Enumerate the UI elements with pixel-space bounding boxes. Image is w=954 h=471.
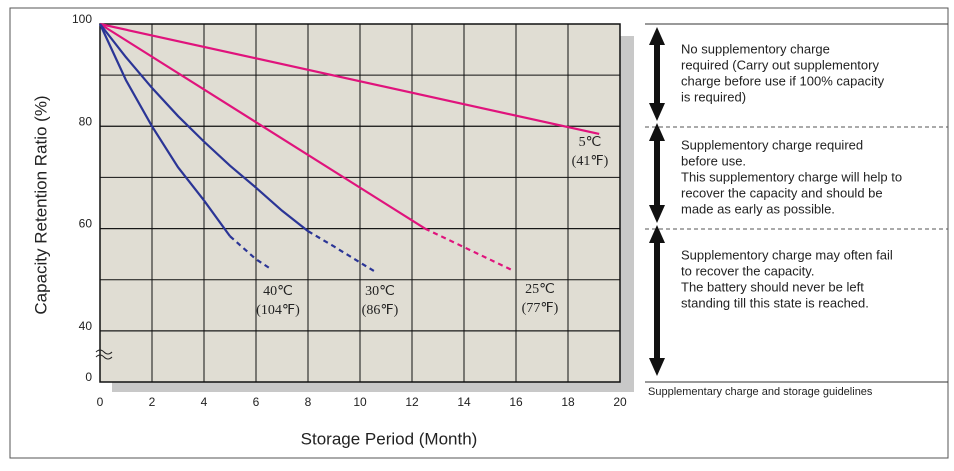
guideline-text: to recover the capacity.	[681, 263, 814, 278]
guideline-text: required (Carry out supplementory	[681, 57, 879, 72]
series-label: 5℃	[579, 135, 602, 150]
x-axis-label: Storage Period (Month)	[301, 429, 478, 448]
x-tick-label: 0	[97, 395, 104, 409]
y-tick-label: 100	[72, 12, 92, 26]
x-tick-label: 2	[149, 395, 156, 409]
y-tick-label: 80	[79, 114, 93, 128]
x-tick-label: 4	[201, 395, 208, 409]
x-tick-label: 14	[457, 395, 471, 409]
line-dashed	[424, 227, 512, 271]
guideline-text: The battery should never be left	[681, 279, 864, 294]
double-arrow	[649, 225, 665, 376]
line	[99, 23, 309, 232]
line-dashed	[229, 235, 273, 271]
line	[99, 23, 231, 237]
guideline-text: standing till this state is reached.	[681, 295, 869, 310]
line	[99, 23, 426, 230]
guideline-text: No supplementory charge	[681, 41, 830, 56]
caption: Supplementary charge and storage guideli…	[648, 386, 873, 398]
y-tick-label: 40	[79, 319, 93, 333]
series-label: 25℃	[525, 282, 555, 297]
line-dashed	[307, 230, 377, 273]
frame	[9, 7, 949, 459]
x-tick-label: 8	[305, 395, 312, 409]
axis-break	[95, 349, 113, 360]
double-arrow	[649, 27, 665, 121]
guideline-text: Supplementory charge may often fail	[681, 247, 893, 262]
series-label: (41℉)	[572, 154, 609, 169]
x-tick-label: 16	[509, 395, 523, 409]
guideline-text: Supplementory charge required	[681, 137, 863, 152]
guide-lines	[645, 23, 948, 383]
series-label: 30℃	[365, 284, 395, 299]
y-axis-label: Capacity Retention Ratio (%)	[31, 95, 50, 314]
guideline-text: This supplementory charge will help to	[681, 169, 902, 184]
x-tick-label: 18	[561, 395, 575, 409]
series-label: (86℉)	[362, 303, 399, 318]
guideline-text: is required)	[681, 89, 746, 104]
y-tick-label: 0	[85, 370, 92, 384]
x-tick-label: 6	[253, 395, 260, 409]
guideline-text: before use.	[681, 153, 746, 168]
x-tick-label: 10	[353, 395, 367, 409]
guideline-text: made as early as possible.	[681, 201, 835, 216]
guideline-text: recover the capacity and should be	[681, 185, 883, 200]
series-label: (77℉)	[522, 301, 559, 316]
double-arrow	[649, 123, 665, 223]
x-tick-label: 20	[613, 395, 627, 409]
guideline-text: charge before use if 100% capacity	[681, 73, 885, 88]
series-label: (104℉)	[256, 303, 300, 318]
arrows	[649, 27, 665, 376]
x-tick-label: 12	[405, 395, 419, 409]
y-tick-label: 60	[79, 217, 93, 231]
series-label: 40℃	[263, 284, 293, 299]
line	[99, 22, 600, 136]
plot-border	[99, 23, 621, 383]
